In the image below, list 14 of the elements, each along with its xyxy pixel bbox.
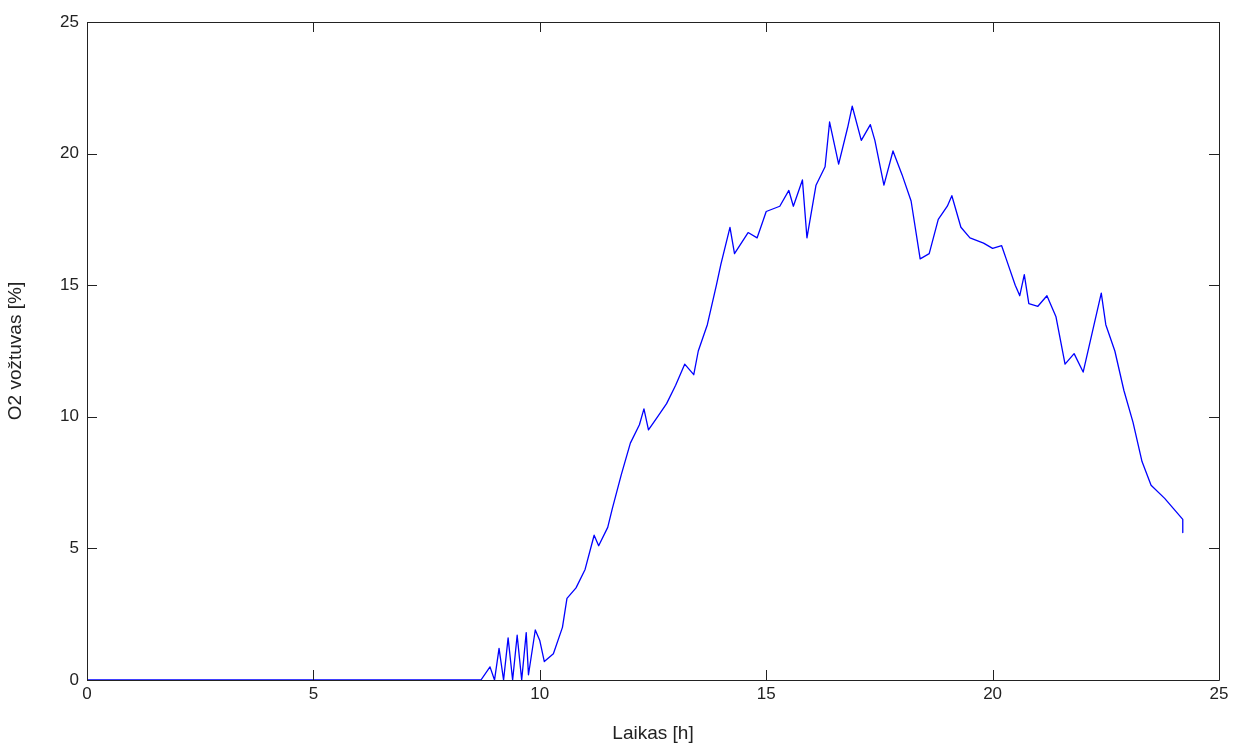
x-tick-label: 0 [82,683,92,703]
y-tick-label: 5 [69,538,79,558]
x-tick-label: 5 [308,683,319,703]
y-tick-label: 15 [60,274,79,294]
y-tick-label: 20 [60,143,79,163]
x-tick-label: 25 [1209,683,1229,703]
y-tick-label: 10 [60,406,79,426]
y-tick-label: 25 [60,11,79,31]
x-tick-label: 20 [983,683,1003,703]
y-axis-title: O2 vožtuvas [%] [3,281,25,421]
x-tick-label: 10 [530,683,550,703]
x-tick-label: 15 [756,683,776,703]
x-axis-title: Laikas [h] [612,721,694,743]
y-tick-label: 0 [69,669,79,689]
